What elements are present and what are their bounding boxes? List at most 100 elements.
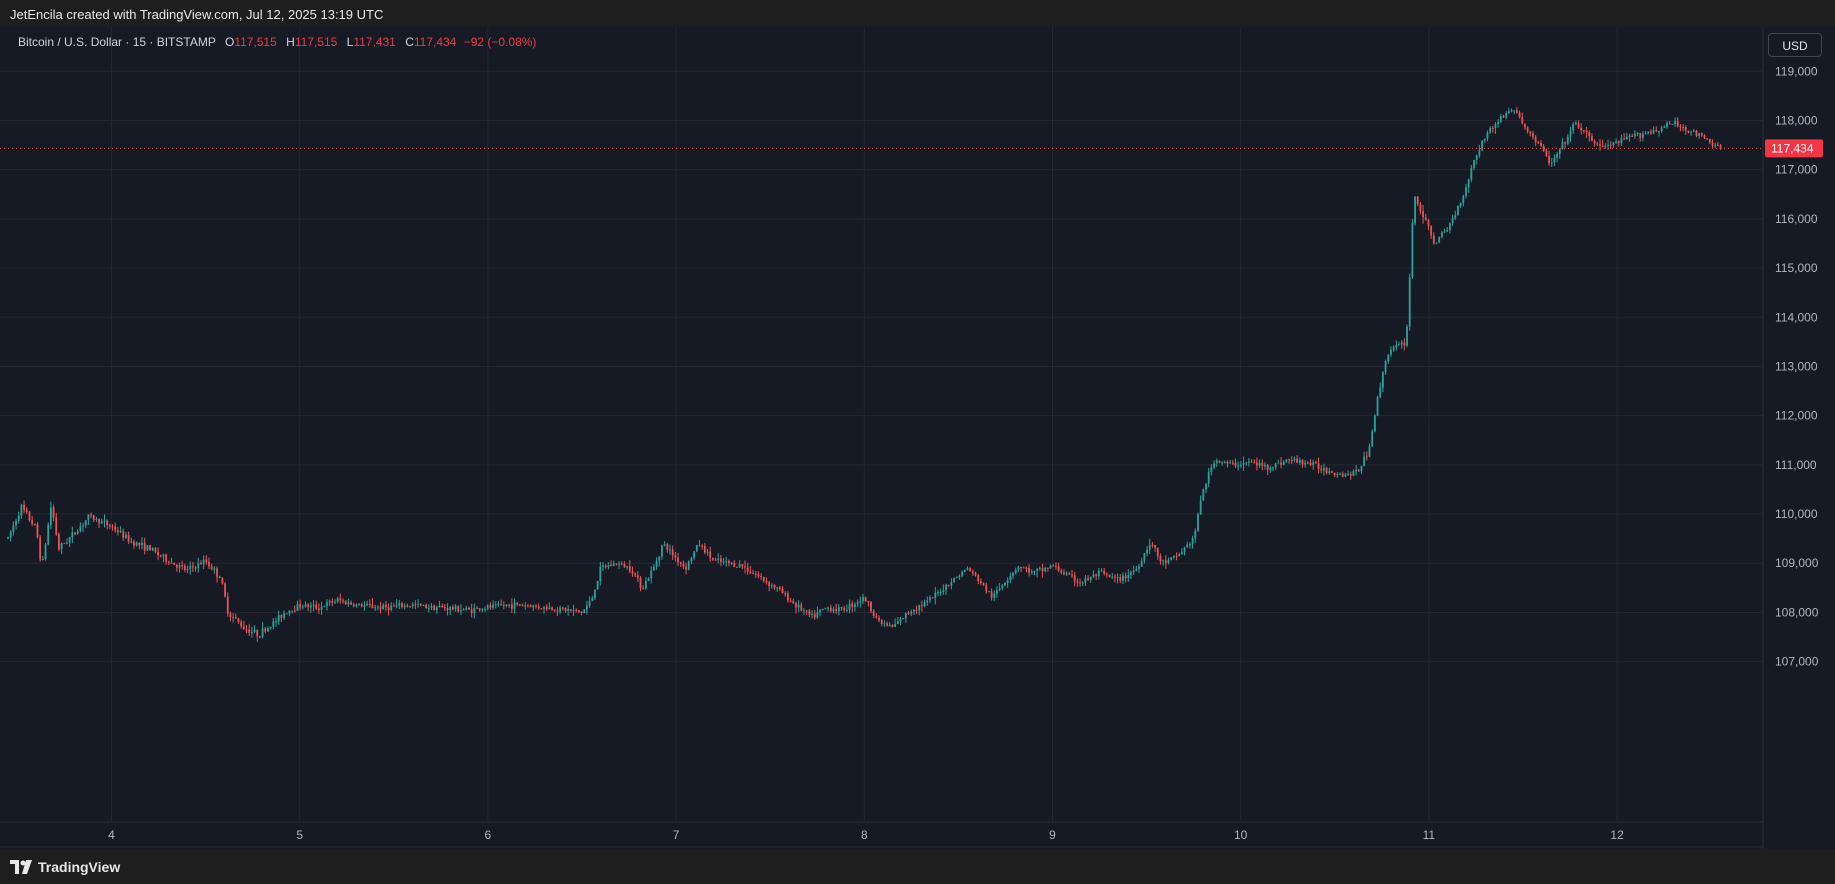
candle-body (1159, 555, 1162, 562)
candle-body (9, 531, 12, 538)
candle-body (1641, 133, 1644, 138)
candle-body (1708, 139, 1711, 143)
y-tick-label: 108,000 (1775, 605, 1819, 619)
candle-body (977, 575, 980, 582)
candle-body (476, 608, 478, 610)
candle-body (497, 604, 500, 606)
candle-body (1365, 456, 1368, 458)
candle-body (776, 587, 779, 589)
candle-body (1553, 157, 1556, 163)
candle-body (12, 525, 15, 532)
y-tick-label: 109,000 (1775, 556, 1819, 570)
candle-body (891, 624, 894, 627)
candle-body (1454, 215, 1457, 219)
footer-bar: TradingView (0, 849, 1835, 884)
candle-body (1282, 461, 1285, 465)
candle-body (1636, 133, 1639, 135)
candle-body (805, 610, 808, 612)
candle-body (1156, 547, 1159, 556)
candle-body (1475, 155, 1478, 160)
candle-body (620, 563, 623, 565)
candle-body (749, 571, 752, 574)
top-bar: JetEncila created with TradingView.com, … (0, 0, 1835, 27)
candle-body (1296, 458, 1299, 463)
candle-body (1518, 112, 1521, 118)
tradingview-icon (10, 860, 32, 874)
candle-body (1269, 467, 1272, 470)
candle-body (1344, 474, 1347, 477)
candle-body (1036, 569, 1039, 571)
candle-body (840, 607, 843, 609)
candle-body (883, 623, 886, 625)
candle-body (1542, 146, 1545, 151)
candle-body (1298, 460, 1301, 463)
candle-body (135, 542, 138, 546)
candle-body (746, 567, 749, 572)
candle-body (524, 605, 527, 607)
candle-body (1465, 187, 1467, 197)
candle-body (1451, 218, 1454, 224)
candle-body (569, 609, 572, 611)
candle-body (296, 604, 299, 611)
candle-body (894, 624, 897, 627)
price-chart[interactable]: 107,000 108,000 109,000 110,000 111,000 112,0… (0, 27, 1835, 849)
candle-body (1012, 573, 1014, 577)
candle-body (312, 604, 315, 606)
candle-body (1717, 144, 1719, 146)
candle-body (240, 622, 243, 627)
candle-body (1569, 130, 1572, 137)
candle-body (720, 558, 722, 562)
candle-body (1304, 462, 1307, 465)
candle-body (382, 604, 385, 610)
candle-body (395, 605, 398, 607)
candle-body (1414, 196, 1416, 224)
candle-body (744, 566, 746, 568)
candle-body (634, 573, 637, 576)
candle-body (1564, 142, 1567, 144)
candle-body (71, 532, 74, 538)
candle-body (819, 609, 821, 613)
candle-body (1556, 153, 1559, 158)
candle-body (1124, 575, 1127, 579)
candle-body (218, 576, 221, 579)
candle-body (481, 609, 484, 611)
candle-body (342, 600, 344, 602)
candle-body (736, 566, 738, 568)
candle-body (1698, 133, 1701, 137)
candle-body (486, 605, 489, 609)
candle-body (1593, 141, 1596, 144)
candle-body (63, 543, 66, 545)
candle-body (55, 517, 58, 535)
candle-body (1218, 460, 1221, 463)
y-tick-label: 107,000 (1775, 655, 1819, 669)
candle-body (510, 604, 513, 609)
candle-body (1545, 150, 1548, 156)
candle-body (7, 537, 9, 539)
candle-body (979, 581, 982, 584)
candle-body (1435, 242, 1438, 244)
candle-body (186, 568, 189, 571)
candle-body (1285, 459, 1288, 462)
candle-body (175, 564, 178, 568)
tradingview-logo[interactable]: TradingView (10, 858, 120, 876)
candle-body (376, 606, 379, 608)
candle-body (1138, 566, 1140, 569)
candle-body (1390, 349, 1392, 355)
currency-button[interactable]: USD (1768, 33, 1822, 57)
candle-body (1566, 136, 1569, 144)
candle-body (347, 602, 350, 605)
candle-body (615, 563, 618, 565)
candle-body (1189, 544, 1191, 546)
open-label: O (224, 35, 235, 49)
candle-body (1483, 138, 1486, 141)
candle-body (1191, 538, 1194, 545)
candle-body (465, 607, 468, 610)
candle-body (1368, 445, 1371, 457)
candle-body (671, 549, 674, 556)
candle-body (1703, 135, 1706, 139)
candle-body (116, 530, 119, 533)
price-change: −92 (−0.08%) (463, 35, 537, 49)
candle-body (443, 607, 446, 609)
symbol-name[interactable]: Bitcoin / U.S. Dollar · 15 · BITSTAMP (18, 35, 216, 49)
candle-body (1210, 467, 1213, 473)
